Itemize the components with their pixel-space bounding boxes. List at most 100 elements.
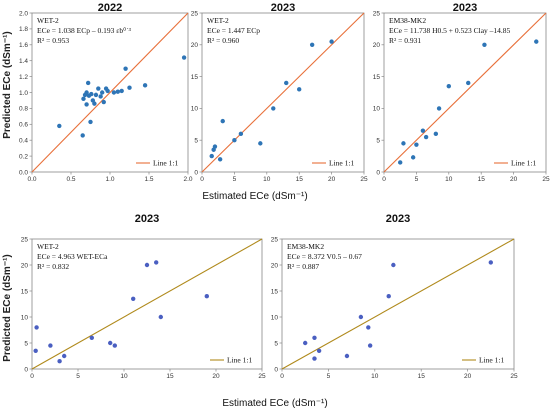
y-tick-label: 25 (21, 236, 29, 243)
data-point (84, 102, 89, 107)
annotation-line: EM38-MK2 (389, 16, 426, 25)
one-to-one-line (31, 238, 263, 370)
y-tick-label: 20 (271, 262, 279, 269)
y-tick-label: 5 (376, 138, 380, 145)
data-point (93, 92, 99, 98)
x-tick-label: 0 (30, 373, 34, 380)
data-point (284, 80, 289, 86)
y-tick-label: 15 (21, 288, 29, 295)
x-tick-label: 5 (327, 373, 331, 380)
data-point (80, 133, 85, 138)
chart-title: 2023 (453, 2, 477, 14)
data-point (238, 131, 244, 137)
data-point (312, 335, 317, 340)
x-tick-label: 0 (200, 176, 204, 183)
y-tick-label: 1.2 (19, 74, 28, 81)
y-tick-label: 0.6 (19, 122, 28, 129)
y-tick-label: 1.8 (19, 26, 28, 33)
data-point (96, 86, 101, 91)
data-point (34, 325, 39, 330)
annotation-line: ECe = 1.447 ECp (207, 26, 260, 35)
data-point (127, 85, 132, 90)
data-point (181, 55, 187, 60)
y-tick-label: 20 (191, 42, 199, 49)
data-point (123, 66, 128, 71)
y-tick-label: 0 (274, 366, 278, 373)
annotation-line: R² = 0.887 (287, 262, 319, 271)
data-point (271, 106, 276, 111)
chart-title: 2023 (386, 213, 410, 225)
x-tick-label: 1.5 (144, 176, 153, 183)
y-tick-label: 1.6 (19, 42, 28, 49)
data-point (81, 96, 86, 102)
chart-title: 2023 (135, 213, 159, 225)
x-tick-label: 25 (510, 373, 518, 380)
data-point (89, 91, 94, 97)
data-point (204, 294, 209, 299)
x-tick-label: 15 (418, 373, 426, 380)
y-tick-label: 25 (271, 236, 279, 243)
x-tick-label: 20 (464, 373, 472, 380)
data-point (48, 343, 53, 348)
data-point (401, 141, 406, 146)
y-tick-label: 2.0 (19, 10, 28, 17)
data-point (131, 296, 136, 301)
data-point (329, 39, 334, 44)
y-tick-label: 10 (373, 106, 381, 113)
y-tick-label: 1.4 (19, 58, 28, 65)
y-tick-label: 0.8 (19, 106, 28, 113)
y-tick-label: 0.0 (19, 169, 28, 176)
data-point (414, 142, 419, 147)
y-tick-label: 5 (274, 340, 278, 347)
y-tick-label: 0.4 (19, 138, 28, 145)
plot-frame (383, 12, 547, 173)
x-tick-label: 25 (258, 373, 266, 380)
panels: 2022 0.0 0.5 1.0 1.5 2.0 0.0 0.2 0.4 0.6 0.8 1.0 1.2… (19, 2, 550, 380)
annotation-line: R² = 0.931 (389, 36, 421, 45)
plot-frame (281, 238, 515, 370)
data-point (61, 353, 67, 359)
y-tick-label: 20 (21, 262, 29, 269)
data-point (119, 88, 124, 94)
data-point (433, 131, 439, 137)
y-tick-label: 1.0 (19, 90, 28, 97)
y-axis-label-bottom: Predicted ECe (dSm⁻¹) (2, 254, 13, 362)
data-point (309, 42, 315, 47)
x-tick-label: 15 (478, 176, 486, 183)
chart-title: 2022 (98, 2, 122, 14)
x-tick-label: 0.5 (66, 176, 75, 183)
x-axis-label-top: Estimated ECe (dSm⁻¹) (202, 191, 307, 202)
data-point (436, 106, 442, 111)
annotation-line: WET-2 (37, 242, 59, 251)
data-point (312, 356, 317, 361)
y-tick-label: 0 (376, 169, 380, 176)
data-point (115, 89, 121, 94)
data-point (100, 90, 105, 95)
x-axis-label-bottom: Estimated ECe (dSm⁻¹) (222, 398, 327, 409)
data-point (57, 359, 62, 364)
y-tick-label: 10 (21, 314, 29, 321)
data-point (92, 101, 97, 106)
annotation-line: R² = 0.832 (37, 262, 69, 271)
annotation-line: ECe = 11.738 H0.5 + 0.523 Clay –14.85 (389, 26, 511, 35)
data-point (366, 325, 371, 330)
x-tick-label: 0 (382, 176, 386, 183)
one-to-one-line (31, 12, 189, 173)
data-point (108, 340, 113, 346)
data-point (209, 153, 214, 159)
y-tick-label: 25 (191, 10, 199, 17)
legend-label: Line 1:1 (153, 159, 178, 168)
data-point (344, 353, 350, 359)
y-tick-label: 0 (194, 169, 198, 176)
x-tick-label: 20 (212, 373, 220, 380)
data-point (316, 348, 322, 353)
x-tick-label: 15 (166, 373, 174, 380)
x-tick-label: 10 (120, 373, 128, 380)
data-point (212, 144, 218, 149)
x-tick-label: 20 (328, 176, 336, 183)
data-point (482, 42, 487, 47)
x-tick-label: 20 (510, 176, 518, 183)
legend-label: Line 1:1 (227, 356, 252, 365)
